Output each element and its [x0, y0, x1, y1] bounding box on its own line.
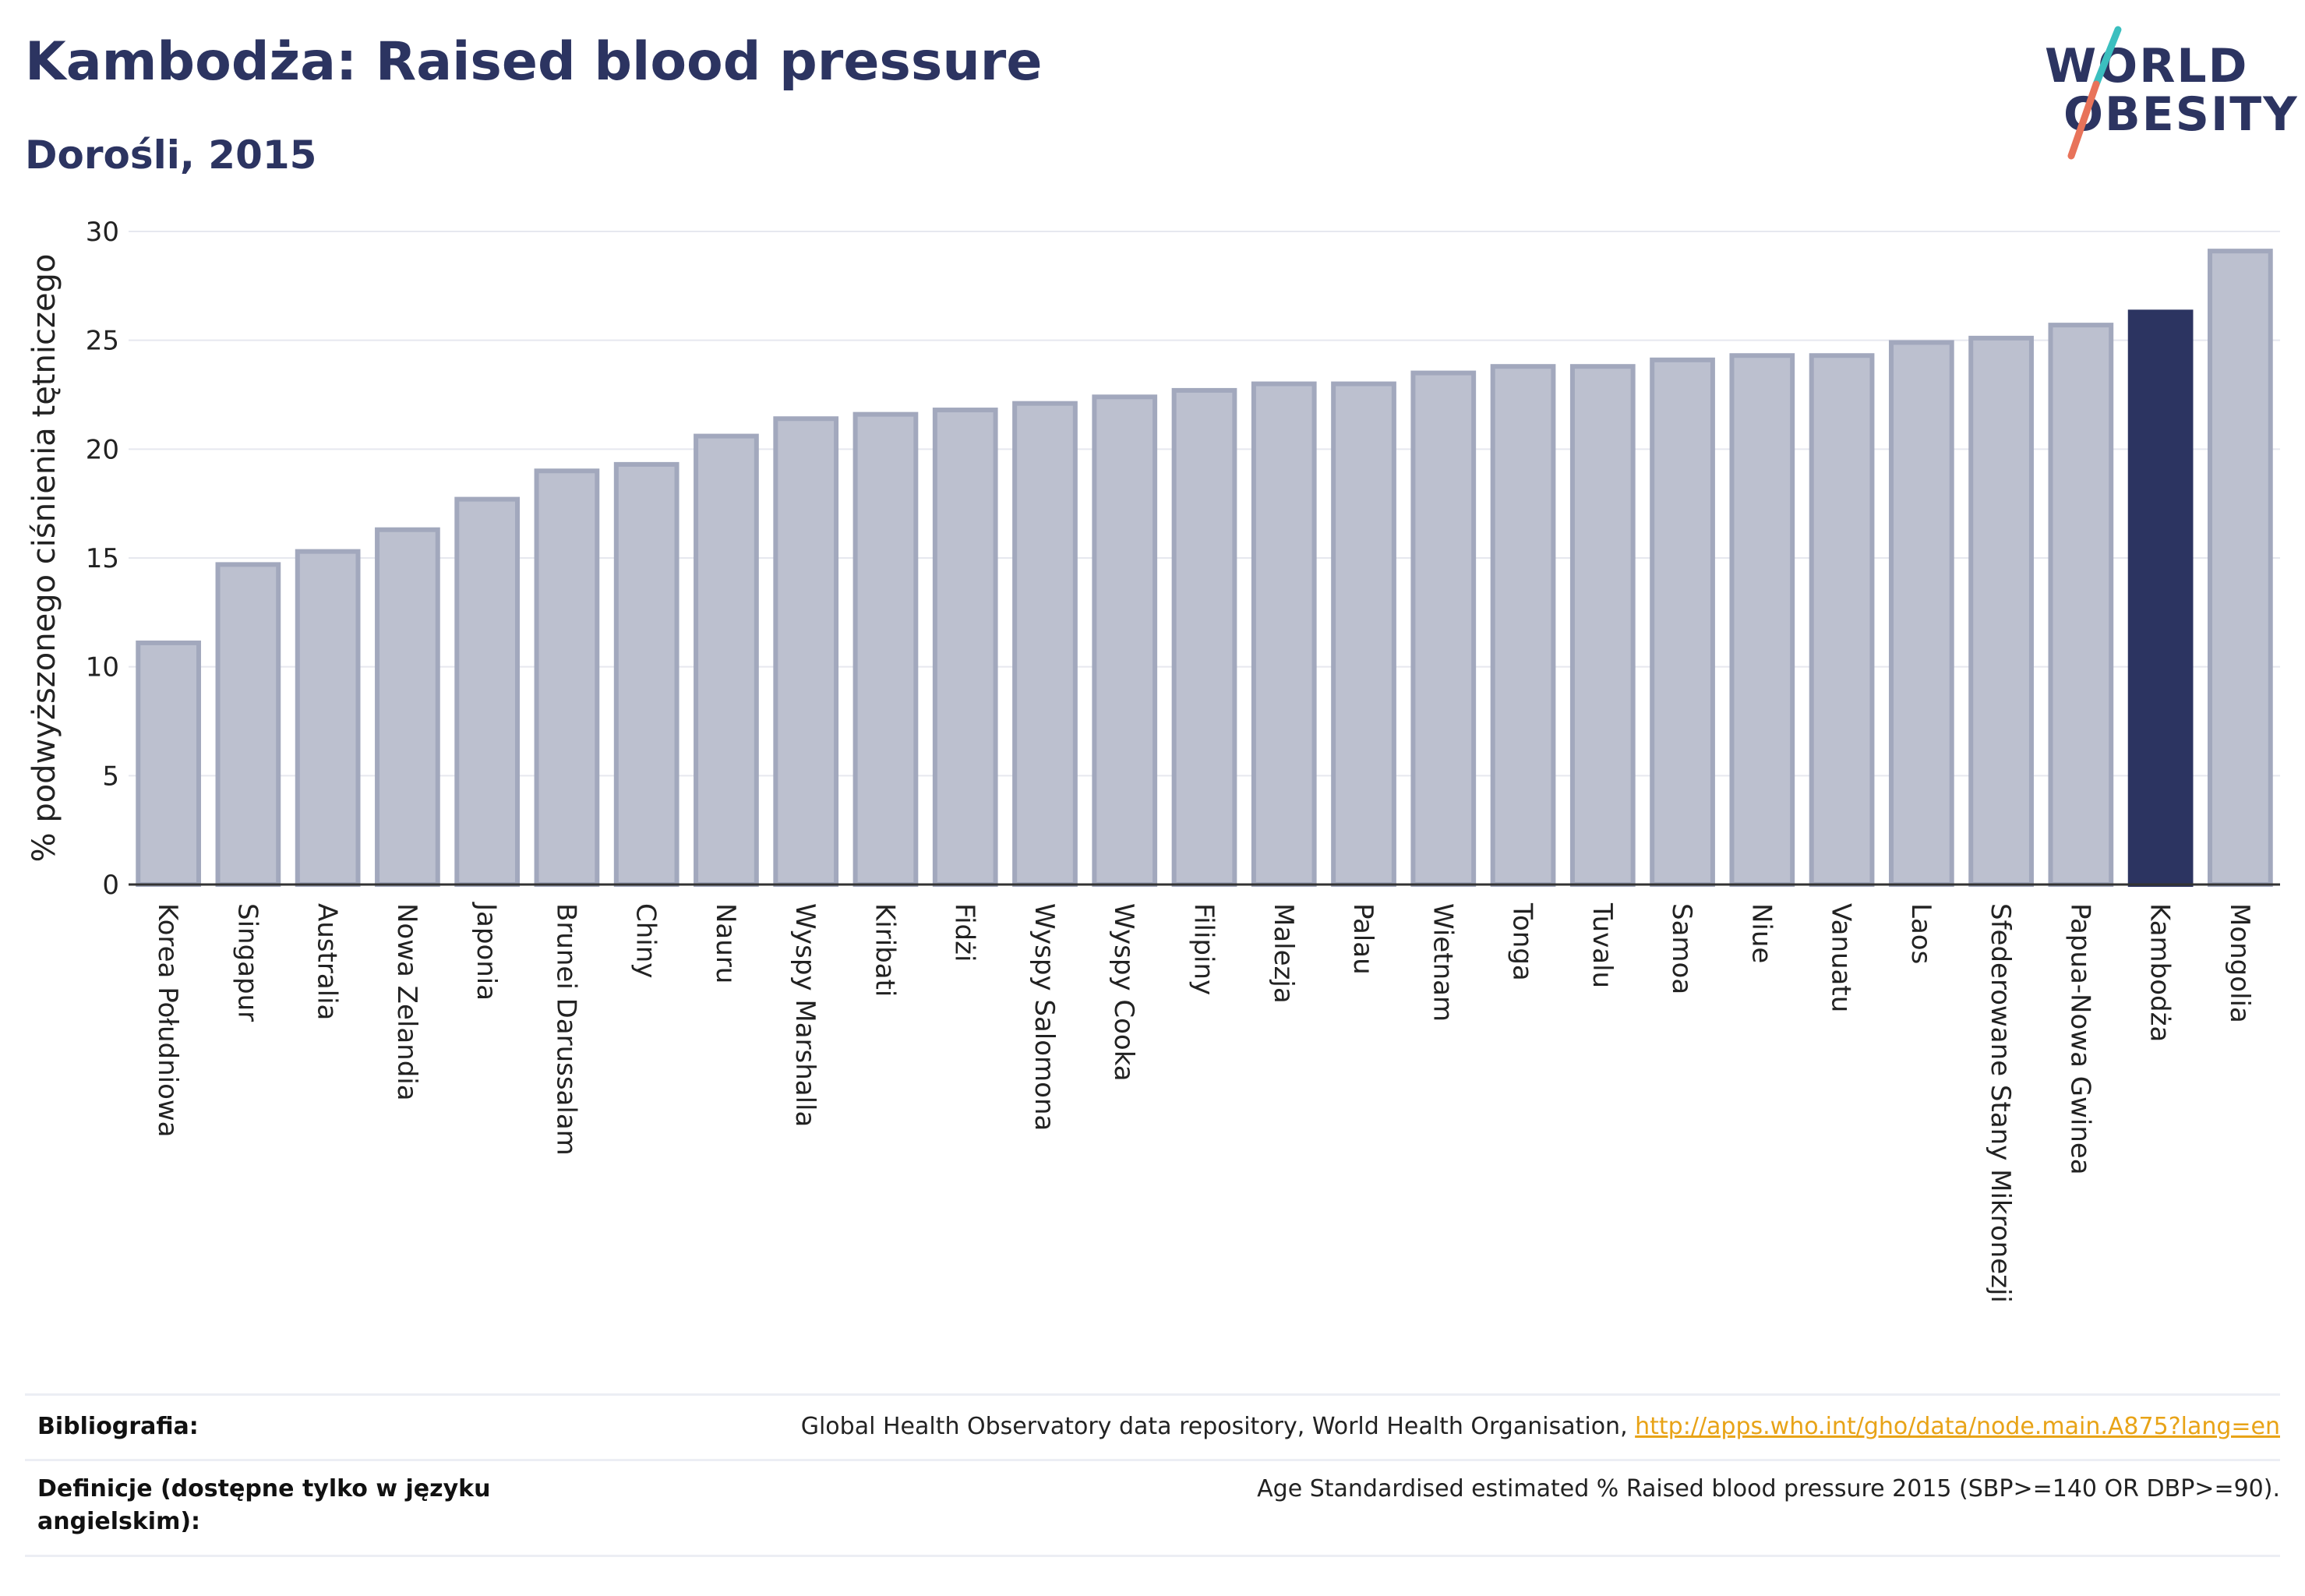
- y-tick-label: 5: [102, 761, 119, 792]
- bar-10: [932, 408, 998, 887]
- bar-13: [1171, 387, 1237, 887]
- x-tick-label: Sfederowane Stany Mikronezji: [1985, 903, 2016, 1303]
- footer-divider-middle: [25, 1459, 2280, 1461]
- bibliography-value: Global Health Observatory data repositor…: [801, 1411, 2280, 1443]
- bibliography-text: Global Health Observatory data repositor…: [800, 1413, 1636, 1440]
- y-tick-label: 10: [86, 652, 119, 683]
- bar-11: [1012, 401, 1078, 887]
- x-tick-label: Singapur: [231, 903, 263, 1022]
- page-title: Kambodża: Raised blood pressure: [25, 31, 1043, 93]
- bar-2: [295, 549, 361, 887]
- x-tick-label: Tuvalu: [1587, 902, 1618, 988]
- x-tick-label: Samoa: [1666, 903, 1697, 994]
- bar-3: [375, 527, 440, 887]
- footer-divider-bottom: [25, 1555, 2280, 1557]
- bar-20: [1729, 353, 1795, 888]
- x-tick-label: Australia: [312, 903, 343, 1020]
- bar-9: [852, 411, 919, 887]
- bar-5: [534, 468, 600, 887]
- page-subtitle: Dorośli, 2015: [25, 132, 317, 178]
- y-tick-label: 25: [86, 326, 119, 357]
- x-tick-label: Vanuatu: [1826, 903, 1857, 1012]
- x-tick-label: Wietnam: [1427, 903, 1458, 1022]
- logo-line-2: OBESITY: [2063, 87, 2299, 142]
- bar-8: [773, 416, 839, 887]
- x-tick-label: Papua-Nowa Gwinea: [2064, 903, 2095, 1175]
- definitions-value: Age Standardised estimated % Raised bloo…: [1257, 1475, 2280, 1502]
- bar-18: [1569, 364, 1636, 888]
- bar-7: [694, 433, 759, 887]
- bar-chart: 0 5 10 15 20 25 30 % podwyższonego ciśnienia tę…: [26, 217, 2280, 1303]
- x-tick-label: Japonia: [471, 902, 502, 1001]
- x-tick-label: Brunei Darussalam: [550, 903, 581, 1156]
- bar-4: [454, 496, 521, 888]
- y-tick-label: 20: [86, 434, 119, 465]
- x-tick-label: Chiny: [630, 903, 662, 978]
- bar-21: [1809, 353, 1875, 888]
- bar-12: [1092, 394, 1158, 887]
- bar-26: [2208, 249, 2273, 887]
- x-tick-label: Korea Południowa: [152, 903, 183, 1138]
- logo-slash-icon: [2067, 26, 2122, 160]
- y-tick-label: 0: [102, 870, 119, 901]
- x-tick-label: Laos: [1905, 903, 1936, 964]
- bibliography-row: Bibliografia: Global Health Observatory …: [25, 1411, 2280, 1457]
- bar-16: [1410, 370, 1477, 888]
- y-tick-label: 15: [86, 543, 119, 574]
- x-tick-label: Niue: [1746, 903, 1777, 963]
- bibliography-label: Bibliografia:: [37, 1413, 199, 1440]
- x-tick-label: Wyspy Cooka: [1108, 903, 1139, 1082]
- bar-1: [215, 562, 281, 887]
- x-tick-label: Filipiny: [1188, 903, 1220, 995]
- x-tick-label: Nauru: [710, 903, 741, 983]
- bar-15: [1331, 381, 1396, 887]
- x-tick-label: Kambodża: [2144, 903, 2176, 1042]
- bar-6: [613, 461, 679, 887]
- x-tick-label: Nowa Zelandia: [391, 903, 422, 1101]
- x-tick-label: Palau: [1347, 903, 1378, 975]
- bar-17: [1490, 364, 1556, 888]
- bar-0: [136, 640, 201, 887]
- x-tick-label: Kiribati: [869, 903, 900, 997]
- x-tick-label: Tonga: [1507, 902, 1538, 981]
- x-tick-label: Wyspy Salomona: [1029, 903, 1060, 1131]
- x-tick-label: Malezja: [1268, 903, 1299, 1004]
- x-tick-label: Fidżi: [949, 903, 980, 962]
- world-obesity-logo[interactable]: WORLD OBESITY: [2026, 23, 2297, 164]
- logo-line-1: WORLD: [2045, 39, 2249, 94]
- x-tick-label: Wyspy Marshalla: [789, 903, 821, 1127]
- y-tick-label: 30: [86, 217, 119, 248]
- bar-19: [1650, 357, 1715, 888]
- bar-24: [2048, 323, 2114, 887]
- definitions-label: Definicje (dostępne tylko w języku angie…: [37, 1475, 491, 1535]
- x-tick-label: Mongolia: [2224, 903, 2255, 1023]
- y-axis-label: % podwyższonego ciśnienia tętniczego: [26, 254, 62, 863]
- bar-14: [1251, 381, 1317, 887]
- footer-divider-top: [25, 1393, 2280, 1396]
- definitions-row: Definicje (dostępne tylko w języku angie…: [25, 1473, 2280, 1551]
- bar-25: [2127, 309, 2194, 887]
- bar-23: [1968, 335, 2034, 887]
- bar-22: [1888, 340, 1954, 887]
- bibliography-link[interactable]: http://apps.who.int/gho/data/node.main.A…: [1635, 1413, 2280, 1440]
